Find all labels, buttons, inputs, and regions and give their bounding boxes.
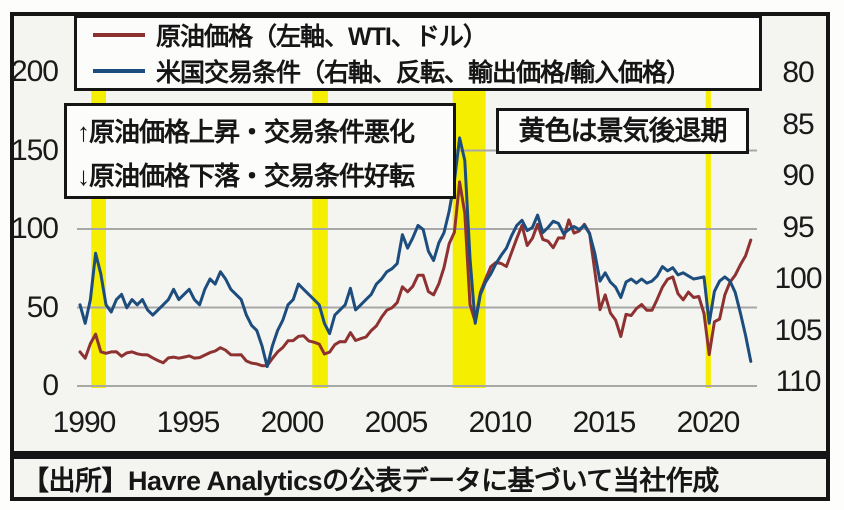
axis-tick-label: 1995 (156, 406, 221, 439)
axis-tick-label: 85 (782, 107, 814, 141)
terms-of-trade-line-swatch (93, 69, 145, 73)
axis-tick-label: 50 (26, 290, 59, 324)
oil-price-line (78, 180, 753, 368)
axis-tick-label: 200 (10, 55, 59, 88)
interpretation-note-line1: ↑原油価格上昇・交易条件悪化 (77, 117, 415, 147)
legend: 原油価格（左軸、WTI、ドル） 米国交易条件（右軸、反転、輸出価格/輸入価格） (74, 15, 762, 91)
axis-tick-label: 90 (782, 159, 814, 192)
legend-item-terms-of-trade: 米国交易条件（右軸、反転、輸出価格/輸入価格） (93, 56, 759, 87)
axis-tick-label: 100 (10, 212, 59, 245)
axis-tick-label: 2005 (364, 406, 429, 439)
recession-note: 黄色は景気後退期 (496, 108, 749, 154)
interpretation-note-line2: ↓原油価格下落・交易条件好転 (77, 161, 415, 191)
oil-price-line-swatch (93, 33, 145, 37)
source-footer: 【出所】Havre Analyticsの公表データに基づいて当社作成 (10, 455, 830, 501)
axis-tick-label: 2010 (468, 406, 533, 439)
axis-tick-label: 95 (782, 210, 814, 244)
axis-tick-label: 2015 (572, 406, 637, 439)
axis-tick-label: 2000 (260, 406, 325, 439)
interpretation-note: ↑原油価格上昇・交易条件悪化 ↓原油価格下落・交易条件好転 (64, 103, 456, 199)
axis-tick-label: 110 (775, 365, 822, 398)
legend-item-oil-price: 原油価格（左軸、WTI、ドル） (93, 20, 759, 51)
axis-tick-label: 100 (774, 262, 822, 295)
axis-tick-label: 150 (10, 133, 59, 167)
axis-tick-label: 105 (774, 313, 822, 347)
axis-tick-label: 80 (782, 56, 814, 89)
source-text: 【出所】Havre Analyticsの公表データに基づいて当社作成 (22, 465, 719, 496)
axis-tick-label: 0 (42, 369, 59, 402)
axis-tick-label: 1990 (52, 406, 117, 439)
recession-note-text: 黄色は景気後退期 (518, 116, 728, 146)
terms-of-trade-line (78, 136, 753, 369)
legend-label-terms-of-trade: 米国交易条件（右軸、反転、輸出価格/輸入価格） (156, 59, 691, 87)
legend-label-oil-price: 原油価格（左軸、WTI、ドル） (156, 23, 488, 51)
axis-tick-label: 2020 (676, 406, 741, 439)
